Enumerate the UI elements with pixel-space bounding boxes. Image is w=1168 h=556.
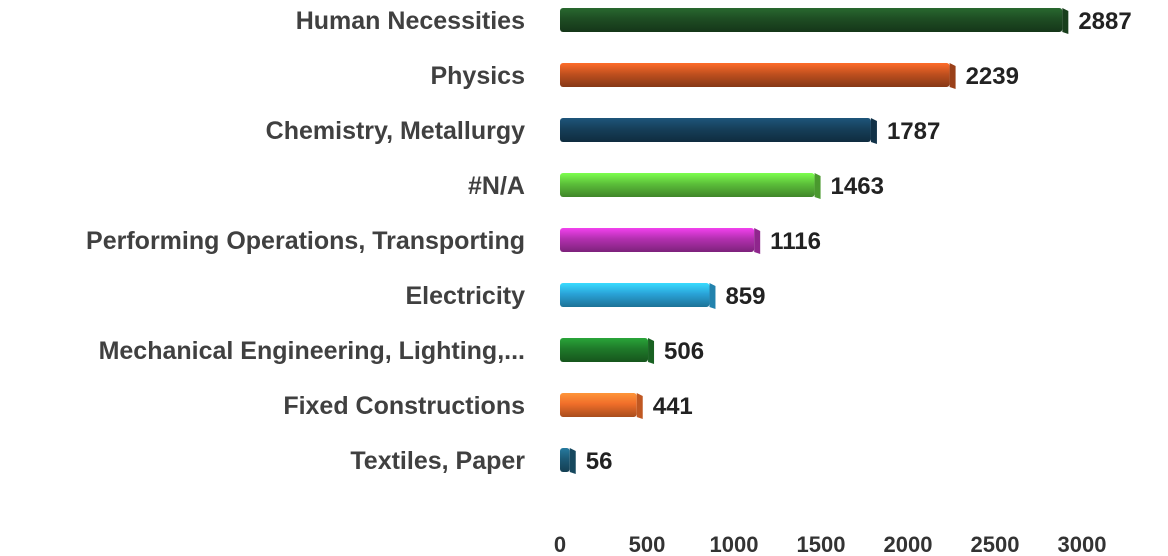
- data-label: 506: [664, 338, 704, 365]
- category-label: Fixed Constructions: [283, 392, 525, 420]
- bar-face: [560, 63, 950, 87]
- data-label: 441: [653, 393, 693, 420]
- bars-group: [560, 8, 1069, 474]
- bar-cap: [569, 448, 576, 474]
- bar-2: [560, 118, 877, 144]
- bar-face: [560, 393, 637, 417]
- x-tick-label: 1000: [710, 532, 759, 556]
- bar-3: [560, 173, 821, 199]
- data-label: 1116: [770, 228, 821, 255]
- data-label: 2239: [966, 63, 1019, 90]
- bar-1: [560, 63, 956, 89]
- data-label: 1463: [831, 173, 884, 200]
- bar-cap: [870, 118, 877, 144]
- bar-face: [560, 173, 815, 197]
- data-label: 1787: [887, 118, 940, 145]
- bar-cap: [636, 393, 643, 419]
- data-label: 56: [586, 448, 613, 475]
- category-label: #N/A: [468, 172, 525, 200]
- category-label: Physics: [430, 62, 525, 90]
- bar-4: [560, 228, 761, 254]
- bar-cap: [648, 338, 655, 364]
- bar-5: [560, 283, 716, 309]
- x-tick-label: 0: [554, 532, 566, 556]
- bar-face: [560, 283, 710, 307]
- category-label: Human Necessities: [296, 7, 525, 35]
- bar-8: [560, 448, 576, 474]
- category-labels-group: Human Necessities Physics Chemistry, Metal…: [86, 7, 525, 475]
- category-label: Chemistry, Metallurgy: [266, 117, 525, 145]
- x-tick-label: 2000: [884, 532, 933, 556]
- category-label: Electricity: [405, 282, 525, 310]
- x-tick-label: 3000: [1058, 532, 1107, 556]
- category-label: Mechanical Engineering, Lighting,...: [99, 337, 525, 365]
- bar-face: [560, 8, 1063, 32]
- bar-cap: [949, 63, 956, 89]
- bar-face: [560, 338, 649, 362]
- bar-0: [560, 8, 1069, 34]
- bar-cap: [1062, 8, 1069, 34]
- category-label: Performing Operations, Transporting: [86, 227, 525, 255]
- bar-cap: [814, 173, 821, 199]
- data-label: 2887: [1078, 8, 1131, 35]
- bar-cap: [754, 228, 761, 254]
- x-tick-label: 1500: [797, 532, 846, 556]
- x-axis-ticks-group: 0 500 1000 1500 2000 2500 3000: [554, 532, 1107, 556]
- bar-cap: [709, 283, 716, 309]
- bar-7: [560, 393, 643, 419]
- data-label: 859: [725, 283, 765, 310]
- bar-6: [560, 338, 655, 364]
- x-tick-label: 500: [629, 532, 666, 556]
- bar-face: [560, 448, 570, 472]
- data-labels-group: 2887 2239 1787 1463 1116 859 506 441 56: [586, 8, 1132, 475]
- bar-face: [560, 228, 755, 252]
- x-tick-label: 2500: [971, 532, 1020, 556]
- bar-face: [560, 118, 871, 142]
- category-label: Textiles, Paper: [350, 447, 525, 475]
